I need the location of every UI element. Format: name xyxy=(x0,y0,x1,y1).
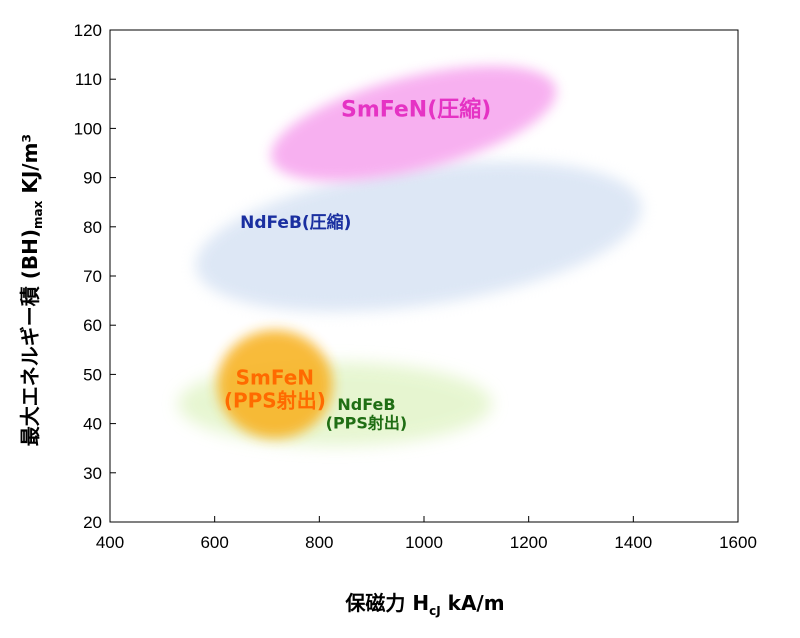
region-label: (PPS射出) xyxy=(326,414,408,433)
x-tick-label: 400 xyxy=(96,533,124,552)
y-tick-label: 40 xyxy=(83,415,102,434)
y-tick-label: 90 xyxy=(83,169,102,188)
y-axis-title: 最大エネルギー積 (BH)max KJ/m³ xyxy=(18,134,45,446)
region-ellipse xyxy=(217,330,333,439)
x-axis-title: 保磁力 HcJ kA/m xyxy=(344,591,504,618)
y-tick-label: 50 xyxy=(83,365,102,384)
x-axis: 400 600 800 1000 1200 1400 1600 xyxy=(96,516,757,552)
x-axis-title-subscript: cJ xyxy=(429,604,441,618)
region-ellipse xyxy=(195,161,642,312)
y-tick-label: 60 xyxy=(83,316,102,335)
region-labels: NdFeB(圧縮)SmFeN(圧縮)NdFeB(PPS射出)SmFeN(PPS射… xyxy=(224,96,491,432)
y-tick-label: 100 xyxy=(74,119,102,138)
y-tick-label: 20 xyxy=(83,513,102,532)
y-axis-title-unit: KJ/m³ xyxy=(18,134,42,201)
x-tick-label: 1600 xyxy=(719,533,757,552)
region-label: NdFeB xyxy=(337,395,395,414)
y-tick-label: 30 xyxy=(83,464,102,483)
y-axis-title-main: 最大エネルギー積 (BH) xyxy=(18,229,42,446)
region-label: NdFeB(圧縮) xyxy=(240,212,351,233)
x-tick-label: 800 xyxy=(305,533,333,552)
x-tick-label: 1400 xyxy=(614,533,652,552)
y-axis-title-subscript: max xyxy=(31,200,45,229)
x-tick-label: 1000 xyxy=(405,533,443,552)
region-label: (PPS射出) xyxy=(224,389,326,413)
regions-layer xyxy=(178,65,642,446)
y-axis: 20 30 40 50 60 70 80 90 100 110 120 xyxy=(74,21,116,532)
y-tick-label: 120 xyxy=(74,21,102,40)
region-ellipse xyxy=(270,65,557,182)
region-label: SmFeN(圧縮) xyxy=(341,96,491,122)
y-tick-label: 110 xyxy=(75,70,102,89)
x-axis-title-main: 保磁力 H xyxy=(344,591,429,615)
region-label: SmFeN xyxy=(236,366,314,390)
x-tick-label: 1200 xyxy=(510,533,548,552)
y-tick-label: 80 xyxy=(83,218,102,237)
x-axis-title-unit: kA/m xyxy=(441,591,505,615)
y-tick-label: 70 xyxy=(83,267,102,286)
x-tick-label: 600 xyxy=(200,533,228,552)
